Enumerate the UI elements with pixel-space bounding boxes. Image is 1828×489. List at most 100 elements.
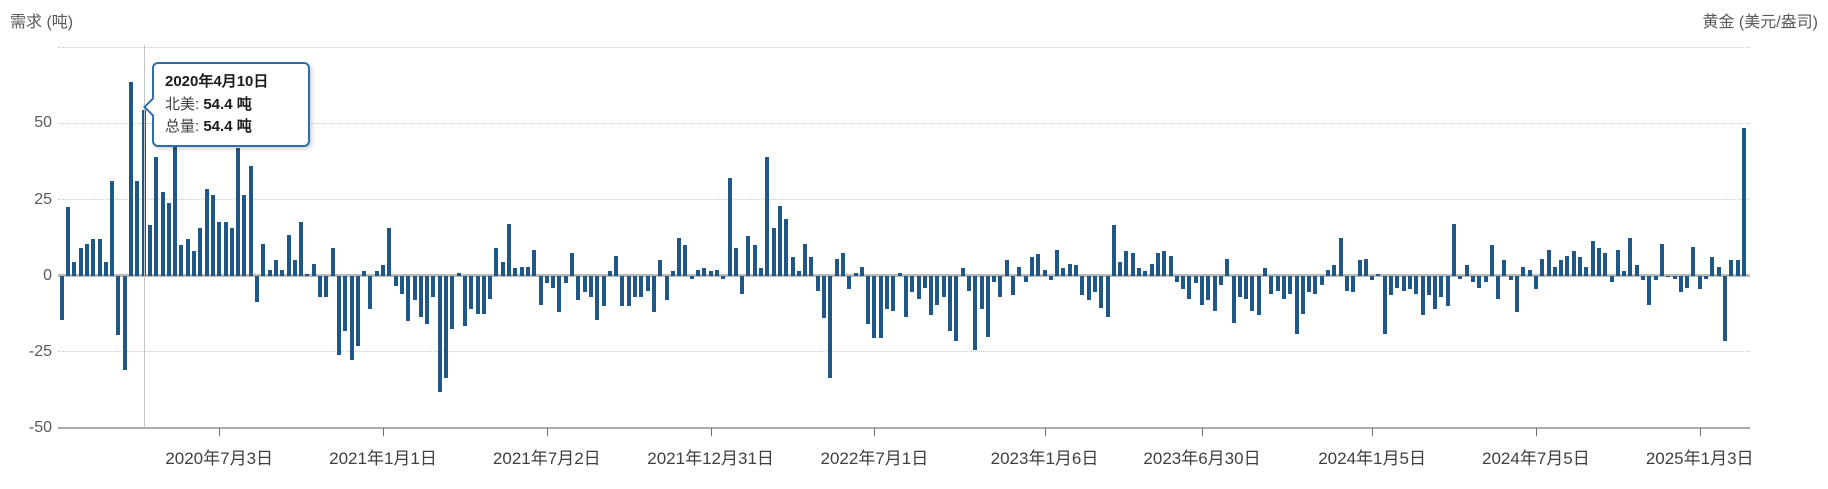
bar[interactable] [815, 275, 820, 291]
bar[interactable] [1477, 275, 1482, 288]
bar[interactable] [570, 252, 574, 276]
bar[interactable] [1452, 223, 1456, 276]
bar[interactable] [1080, 275, 1085, 296]
bar[interactable] [1074, 265, 1078, 276]
bar[interactable] [469, 275, 474, 310]
bar[interactable] [1326, 269, 1330, 276]
bar[interactable] [872, 275, 877, 339]
bar[interactable] [708, 271, 713, 276]
bar[interactable] [336, 275, 341, 355]
bar[interactable] [1029, 257, 1034, 276]
bar[interactable] [1647, 275, 1652, 305]
bar[interactable] [318, 275, 322, 298]
bar[interactable] [1225, 258, 1230, 276]
bar[interactable] [1086, 275, 1091, 301]
bar[interactable] [633, 275, 637, 298]
bar[interactable] [116, 275, 121, 336]
bar[interactable] [179, 245, 184, 276]
bar[interactable] [973, 275, 978, 351]
bar[interactable] [185, 239, 190, 276]
bar[interactable] [198, 228, 203, 276]
bar[interactable] [1263, 268, 1267, 276]
bar[interactable] [828, 275, 833, 378]
bar[interactable] [217, 222, 222, 276]
bar[interactable] [154, 156, 159, 276]
bar[interactable] [1023, 275, 1028, 282]
bar[interactable] [242, 194, 247, 276]
bar[interactable] [1338, 237, 1343, 276]
bar[interactable] [1231, 275, 1236, 323]
bar[interactable] [494, 248, 499, 276]
bar[interactable] [1527, 269, 1532, 276]
bar[interactable] [1130, 252, 1135, 276]
bar[interactable] [651, 275, 656, 313]
bar[interactable] [1559, 260, 1564, 276]
bar[interactable] [1256, 275, 1261, 316]
bar[interactable] [696, 269, 700, 276]
bar[interactable] [1395, 275, 1400, 288]
bar[interactable] [859, 266, 864, 276]
bar[interactable] [1458, 275, 1463, 279]
bar[interactable] [922, 275, 927, 288]
bar[interactable] [1363, 258, 1368, 276]
bar[interactable] [1672, 275, 1677, 279]
bar[interactable] [1496, 275, 1501, 299]
bar[interactable] [771, 228, 776, 276]
bar[interactable] [1615, 249, 1620, 276]
bar[interactable] [513, 268, 518, 276]
bar[interactable] [532, 249, 537, 276]
bar[interactable] [885, 275, 889, 310]
bar[interactable] [847, 275, 852, 290]
bar[interactable] [229, 228, 234, 276]
bar[interactable] [488, 275, 493, 299]
bar[interactable] [91, 239, 96, 276]
bar[interactable] [192, 251, 196, 276]
bar[interactable] [399, 275, 404, 294]
bar[interactable] [1313, 275, 1318, 294]
bar[interactable] [374, 271, 379, 276]
bar[interactable] [1300, 275, 1305, 314]
bar[interactable] [1609, 275, 1614, 282]
bar[interactable] [418, 275, 423, 317]
bar[interactable] [998, 275, 1003, 298]
bar[interactable] [1055, 249, 1060, 276]
bar[interactable] [381, 265, 385, 276]
bar[interactable] [803, 243, 808, 276]
bar[interactable] [1118, 261, 1123, 276]
bar[interactable] [1445, 275, 1450, 307]
bar[interactable] [1124, 251, 1129, 276]
bar[interactable] [1275, 275, 1280, 291]
bar[interactable] [1344, 275, 1349, 291]
bar[interactable] [72, 261, 77, 276]
bar[interactable] [1269, 275, 1274, 294]
bar[interactable] [1722, 275, 1727, 342]
bar[interactable] [1319, 275, 1324, 285]
bar[interactable] [1521, 266, 1526, 276]
bar[interactable] [1357, 260, 1362, 276]
bar[interactable] [204, 188, 209, 276]
bar[interactable] [280, 269, 285, 276]
bar[interactable] [1691, 246, 1696, 276]
bar[interactable] [1420, 275, 1425, 316]
bar[interactable] [1011, 275, 1015, 296]
bar[interactable] [475, 275, 480, 314]
bar[interactable] [267, 269, 272, 276]
bar[interactable] [444, 275, 448, 378]
bar[interactable] [1067, 263, 1072, 276]
bar[interactable] [368, 275, 373, 310]
bar[interactable] [236, 147, 241, 276]
bar[interactable] [1716, 266, 1721, 276]
bar[interactable] [406, 275, 411, 322]
bar[interactable] [1483, 275, 1488, 282]
bar[interactable] [1659, 243, 1664, 276]
bar[interactable] [1237, 275, 1242, 298]
bar[interactable] [1105, 275, 1110, 317]
bar[interactable] [1546, 249, 1551, 276]
bar[interactable] [1193, 275, 1198, 284]
bar[interactable] [702, 268, 707, 276]
bar[interactable] [677, 237, 682, 276]
bar[interactable] [1332, 265, 1337, 276]
bar[interactable] [1426, 275, 1431, 296]
bar[interactable] [1206, 275, 1211, 301]
bar[interactable] [1294, 275, 1299, 334]
